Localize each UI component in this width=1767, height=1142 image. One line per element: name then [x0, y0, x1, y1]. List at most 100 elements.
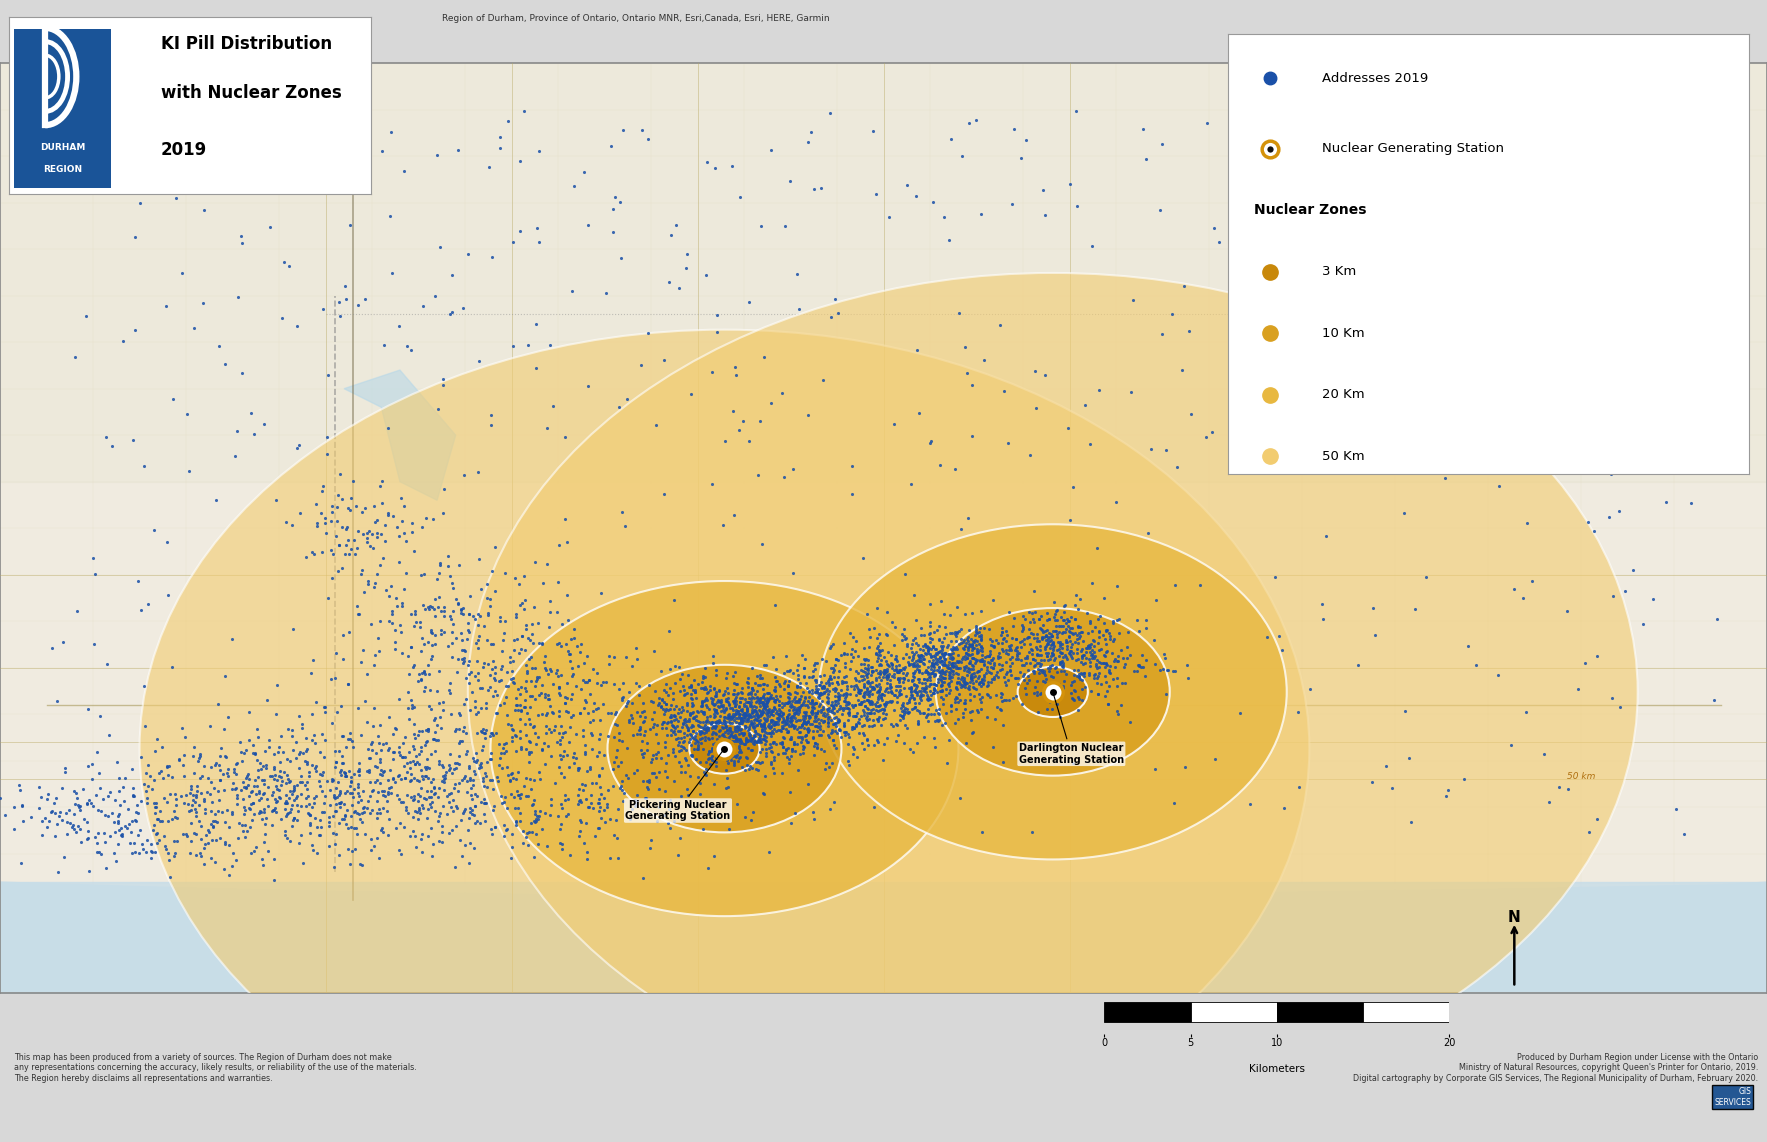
Point — [104, 835, 133, 853]
Point — [929, 690, 958, 708]
Point — [108, 819, 136, 837]
Point — [1053, 633, 1081, 651]
Point — [1225, 130, 1253, 148]
Point — [935, 653, 963, 671]
Point — [1011, 678, 1039, 697]
Point — [641, 769, 670, 787]
Point — [304, 517, 332, 536]
Point — [626, 724, 654, 742]
Point — [1058, 635, 1087, 653]
Point — [765, 677, 793, 695]
Point — [263, 743, 292, 762]
Point — [689, 706, 717, 724]
Point — [88, 790, 117, 809]
Point — [887, 677, 915, 695]
Point — [659, 812, 687, 830]
Point — [915, 671, 944, 690]
Point — [772, 708, 800, 726]
Point — [49, 847, 78, 866]
Point — [945, 304, 974, 322]
Point — [859, 699, 887, 717]
Point — [762, 714, 790, 732]
Point — [714, 748, 742, 766]
Point — [894, 656, 922, 674]
Point — [1055, 612, 1083, 630]
Point — [421, 741, 449, 759]
Point — [270, 822, 299, 841]
Point — [659, 740, 687, 758]
Point — [677, 746, 705, 764]
Point — [903, 654, 931, 673]
Point — [1518, 572, 1546, 590]
Point — [970, 668, 998, 686]
Point — [1454, 637, 1483, 656]
Point — [1647, 158, 1675, 176]
Point — [454, 620, 482, 638]
Point — [905, 693, 933, 711]
Point — [371, 734, 399, 753]
Point — [599, 754, 627, 772]
Point — [316, 512, 345, 530]
Point — [7, 854, 35, 872]
Point — [652, 725, 680, 743]
Point — [785, 678, 813, 697]
Point — [746, 707, 774, 725]
Point — [1046, 708, 1074, 726]
Point — [1053, 633, 1081, 651]
Point — [894, 691, 922, 709]
Point — [373, 791, 401, 810]
Point — [343, 296, 371, 314]
Point — [1007, 621, 1035, 640]
Point — [700, 705, 728, 723]
Point — [755, 692, 783, 710]
Point — [719, 727, 747, 746]
Point — [853, 665, 882, 683]
Point — [1043, 628, 1071, 646]
Point — [1117, 383, 1145, 401]
Point — [272, 806, 300, 825]
Point — [588, 694, 617, 713]
Point — [885, 683, 914, 701]
Point — [237, 783, 265, 802]
Point — [659, 690, 687, 708]
Point — [779, 690, 808, 708]
Point — [408, 722, 436, 740]
Point — [765, 708, 793, 726]
Point — [693, 713, 721, 731]
Point — [1007, 657, 1035, 675]
Point — [710, 432, 739, 450]
Point — [905, 404, 933, 423]
Point — [429, 692, 458, 710]
Point — [710, 701, 739, 719]
Point — [587, 809, 615, 827]
Point — [673, 666, 701, 684]
Point — [777, 692, 806, 710]
Point — [392, 337, 421, 355]
Point — [818, 731, 846, 749]
Point — [604, 724, 633, 742]
Point — [698, 363, 726, 381]
Point — [919, 193, 947, 211]
Point — [0, 820, 28, 838]
Point — [850, 662, 878, 681]
Point — [493, 820, 521, 838]
Point — [818, 697, 846, 715]
Point — [1304, 293, 1332, 312]
Point — [534, 737, 562, 755]
Point — [940, 624, 968, 642]
Point — [986, 701, 1014, 719]
Point — [751, 734, 779, 753]
Point — [716, 735, 744, 754]
Point — [721, 705, 749, 723]
Point — [919, 657, 947, 675]
Point — [914, 640, 942, 658]
Point — [1014, 628, 1043, 646]
Point — [444, 140, 472, 159]
Point — [760, 691, 788, 709]
Point — [921, 679, 949, 698]
Point — [39, 640, 67, 658]
Point — [788, 683, 816, 701]
Point — [376, 761, 405, 779]
Point — [652, 718, 680, 737]
Point — [848, 667, 876, 685]
